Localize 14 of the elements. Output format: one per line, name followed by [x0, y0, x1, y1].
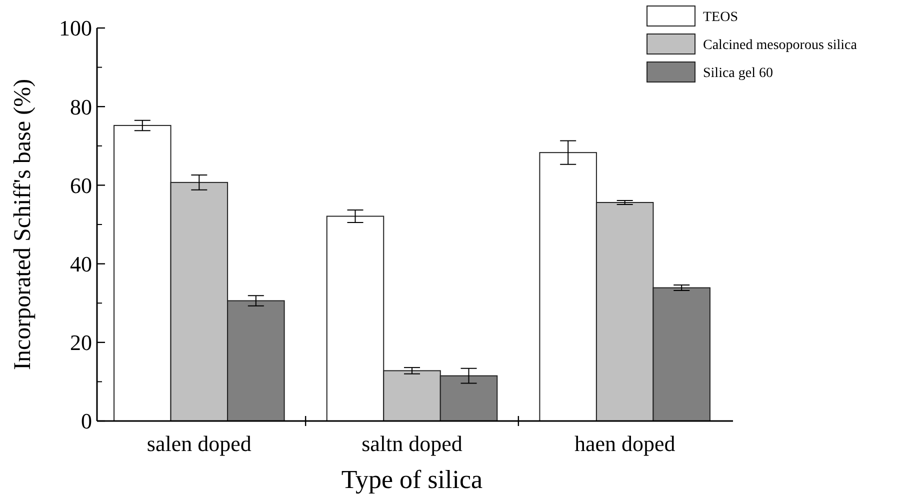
- y-tick-label: 60: [70, 172, 92, 198]
- y-tick-label: 40: [70, 252, 92, 276]
- y-tick-label: 20: [70, 330, 92, 356]
- y-axis-title: Incorporated Schiff's base (%): [10, 78, 36, 370]
- legend-label: Silica gel 60: [703, 66, 773, 81]
- x-tick-label: haen doped: [574, 431, 676, 456]
- legend-label: Calcined mesoporous silica: [703, 38, 858, 53]
- y-tick-label: 0: [81, 408, 92, 434]
- y-tick-label: 80: [70, 94, 92, 120]
- x-axis-title: Type of silica: [341, 465, 484, 494]
- x-tick-label: salen doped: [146, 431, 252, 456]
- y-tick-label: 100: [59, 16, 92, 41]
- x-tick-label: saltn doped: [362, 431, 462, 456]
- legend-label: TEOS: [703, 10, 738, 25]
